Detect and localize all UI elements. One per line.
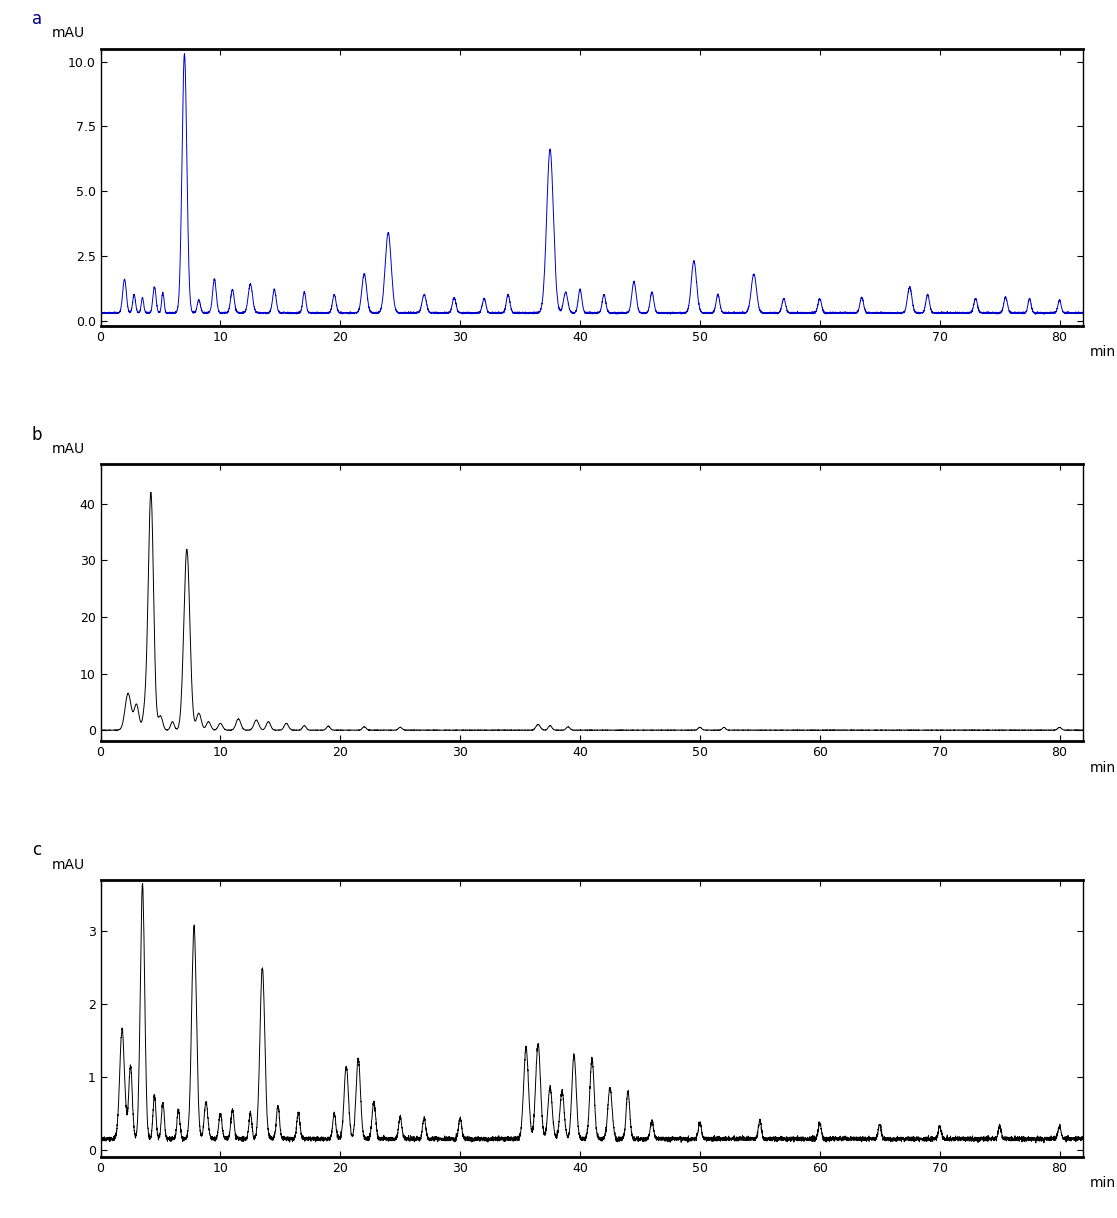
X-axis label: min: min	[1090, 1177, 1116, 1190]
Text: a: a	[31, 10, 41, 28]
Text: b: b	[31, 425, 42, 443]
X-axis label: min: min	[1090, 345, 1116, 359]
X-axis label: min: min	[1090, 761, 1116, 775]
Text: c: c	[31, 842, 41, 859]
Text: mAU: mAU	[51, 442, 85, 456]
Text: mAU: mAU	[51, 857, 85, 872]
Text: mAU: mAU	[51, 27, 85, 40]
